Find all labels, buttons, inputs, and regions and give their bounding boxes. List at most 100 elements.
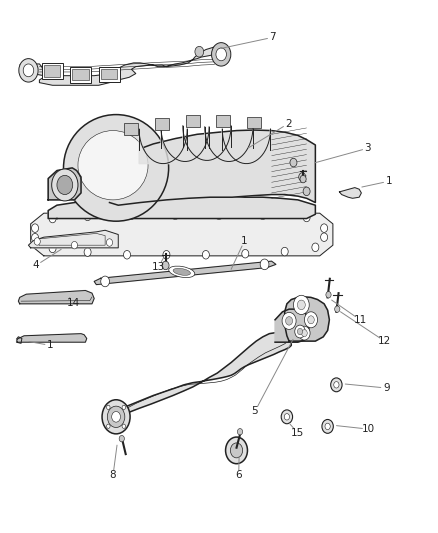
Circle shape	[321, 224, 328, 232]
Circle shape	[334, 382, 339, 388]
Polygon shape	[339, 188, 361, 198]
Circle shape	[304, 312, 318, 328]
Circle shape	[301, 329, 307, 337]
Polygon shape	[18, 290, 94, 304]
Text: 8: 8	[110, 471, 117, 480]
Circle shape	[128, 211, 135, 220]
Polygon shape	[17, 334, 87, 342]
Text: 6: 6	[235, 471, 242, 480]
Circle shape	[215, 211, 223, 220]
Circle shape	[297, 300, 305, 310]
Polygon shape	[17, 337, 22, 343]
Circle shape	[23, 64, 34, 77]
Circle shape	[322, 419, 333, 433]
Ellipse shape	[169, 266, 195, 278]
Text: 15: 15	[291, 428, 304, 438]
Polygon shape	[28, 230, 118, 248]
Circle shape	[260, 259, 269, 270]
Text: 1: 1	[241, 236, 248, 246]
Polygon shape	[275, 309, 309, 342]
Polygon shape	[48, 168, 81, 200]
Circle shape	[307, 316, 314, 324]
Circle shape	[122, 405, 126, 409]
Circle shape	[162, 261, 169, 270]
Circle shape	[106, 239, 113, 246]
Polygon shape	[222, 129, 271, 164]
Circle shape	[282, 312, 296, 329]
Circle shape	[106, 405, 110, 409]
Bar	[44, 65, 60, 77]
Circle shape	[106, 424, 110, 429]
Polygon shape	[285, 297, 329, 341]
Polygon shape	[20, 45, 228, 85]
Text: 12: 12	[378, 336, 391, 346]
Circle shape	[122, 424, 126, 429]
Circle shape	[230, 443, 243, 458]
Text: 1: 1	[47, 341, 54, 350]
Bar	[70, 67, 91, 83]
Text: 5: 5	[251, 407, 258, 416]
Circle shape	[84, 248, 91, 256]
Circle shape	[32, 233, 39, 242]
Text: 2: 2	[285, 119, 292, 128]
Circle shape	[49, 214, 56, 223]
Bar	[99, 67, 120, 82]
Circle shape	[290, 158, 297, 167]
Bar	[216, 115, 230, 127]
Circle shape	[84, 212, 91, 221]
Circle shape	[71, 241, 78, 249]
Circle shape	[293, 295, 309, 314]
Circle shape	[195, 46, 204, 57]
Circle shape	[284, 414, 290, 420]
Bar	[155, 118, 169, 130]
Circle shape	[281, 247, 288, 256]
Bar	[72, 69, 89, 80]
Circle shape	[101, 276, 110, 287]
Bar	[186, 115, 200, 127]
Text: 1: 1	[385, 176, 392, 186]
Circle shape	[216, 48, 226, 61]
Text: 10: 10	[361, 424, 374, 434]
Circle shape	[19, 59, 38, 82]
Circle shape	[212, 43, 231, 66]
Circle shape	[325, 423, 330, 430]
Circle shape	[119, 435, 124, 442]
Text: 3: 3	[364, 143, 371, 153]
Circle shape	[202, 251, 209, 259]
Circle shape	[321, 233, 328, 241]
Polygon shape	[94, 261, 276, 285]
Text: 14: 14	[67, 298, 80, 308]
Circle shape	[303, 187, 310, 196]
Circle shape	[331, 378, 342, 392]
Text: 11: 11	[353, 315, 367, 325]
Circle shape	[112, 411, 120, 422]
Circle shape	[57, 175, 73, 195]
Circle shape	[237, 429, 243, 435]
Circle shape	[297, 328, 303, 335]
Circle shape	[335, 306, 340, 312]
Circle shape	[299, 173, 306, 181]
Circle shape	[52, 169, 78, 201]
Polygon shape	[110, 333, 291, 423]
Ellipse shape	[173, 268, 191, 276]
Polygon shape	[161, 127, 209, 161]
Circle shape	[107, 406, 125, 427]
Polygon shape	[139, 129, 187, 164]
Circle shape	[172, 211, 179, 220]
Circle shape	[34, 238, 40, 245]
Polygon shape	[183, 126, 231, 160]
Circle shape	[32, 224, 39, 232]
Bar	[247, 117, 261, 128]
Circle shape	[102, 400, 130, 434]
Polygon shape	[48, 197, 315, 219]
Polygon shape	[205, 127, 253, 161]
Ellipse shape	[64, 115, 169, 221]
Circle shape	[242, 249, 249, 258]
Text: 4: 4	[32, 261, 39, 270]
Circle shape	[300, 175, 306, 183]
Circle shape	[281, 410, 293, 424]
Text: 9: 9	[383, 383, 390, 393]
Polygon shape	[31, 213, 333, 256]
Circle shape	[163, 251, 170, 259]
Bar	[124, 123, 138, 135]
